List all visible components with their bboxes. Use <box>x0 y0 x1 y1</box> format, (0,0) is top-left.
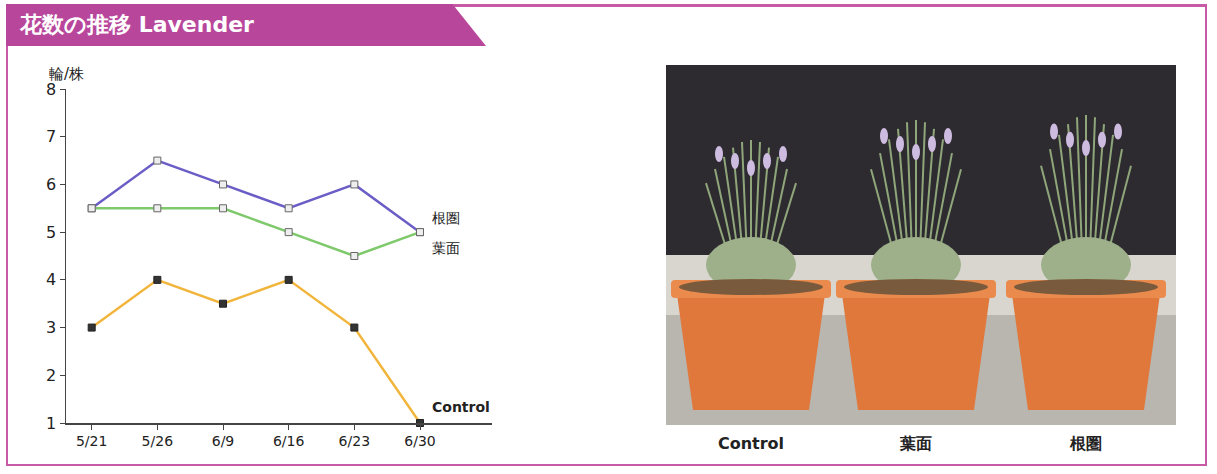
svg-text:Control: Control <box>718 434 784 453</box>
svg-text:葉面: 葉面 <box>432 240 460 256</box>
svg-text:葉面: 葉面 <box>899 434 932 453</box>
svg-text:1: 1 <box>46 414 56 433</box>
svg-text:根圏: 根圏 <box>432 210 460 226</box>
svg-text:6: 6 <box>46 175 56 194</box>
svg-text:4: 4 <box>46 270 56 289</box>
svg-text:根圏: 根圏 <box>1069 434 1102 453</box>
svg-text:7: 7 <box>46 127 56 146</box>
svg-text:8: 8 <box>46 80 56 99</box>
svg-text:6/23: 6/23 <box>339 433 370 449</box>
svg-text:6/16: 6/16 <box>273 433 305 449</box>
svg-text:6/9: 6/9 <box>212 433 235 449</box>
svg-text:5/21: 5/21 <box>76 433 107 449</box>
svg-text:2: 2 <box>46 366 56 385</box>
svg-text:5: 5 <box>46 223 56 242</box>
svg-text:5/26: 5/26 <box>142 433 174 449</box>
html-text:花数の推移 Lavender: 花数の推移 Lavender <box>20 12 254 37</box>
svg-text:Control: Control <box>432 399 490 415</box>
svg-text:3: 3 <box>46 318 56 337</box>
svg-text:輪/株: 輪/株 <box>49 65 84 83</box>
svg-text:6/30: 6/30 <box>404 433 435 449</box>
